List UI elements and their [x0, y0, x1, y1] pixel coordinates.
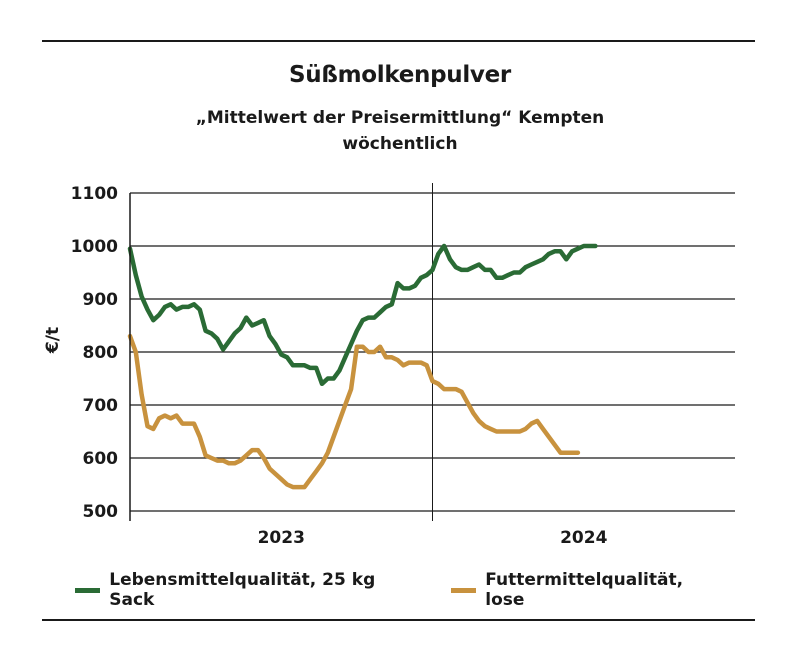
chart-title: Süßmolkenpulver — [289, 62, 511, 88]
x-year-label-2024: 2024 — [560, 528, 607, 548]
legend: Lebensmittelqualität, 25 kg Sack Futterm… — [75, 570, 755, 610]
legend-label-futtermittel: Futtermittelqualität, lose — [485, 570, 684, 610]
axes: 1100 1000 900 800 700 600 500 2023 2024 — [71, 184, 608, 548]
y-axis-label: €/t — [43, 327, 63, 354]
y-tick-label-500: 500 — [83, 502, 119, 522]
legend-swatch-lebensmittel — [75, 587, 101, 593]
series-line-1 — [127, 333, 581, 490]
top-rule — [42, 40, 755, 42]
legend-item-futtermittel: Futtermittelqualität, lose — [451, 570, 721, 610]
series-line-0 — [127, 243, 598, 387]
series-lines — [127, 243, 598, 490]
chart-subtitle-line1: „Mittelwert der Preisermittlung“ Kempten — [195, 108, 605, 128]
y-tick-label-700: 700 — [83, 396, 119, 416]
legend-swatch-futtermittel — [451, 587, 477, 593]
y-tick-label-1100: 1100 — [71, 184, 118, 204]
grid — [130, 183, 735, 521]
y-tick-label-1000: 1000 — [71, 237, 118, 257]
y-tick-label-600: 600 — [83, 449, 119, 469]
y-tick-label-900: 900 — [83, 290, 119, 310]
x-year-label-2023: 2023 — [258, 528, 305, 548]
legend-item-lebensmittel: Lebensmittelqualität, 25 kg Sack — [75, 570, 417, 610]
y-tick-label-800: 800 — [83, 343, 119, 363]
bottom-rule — [42, 619, 755, 621]
chart-subtitle-line2: wöchentlich — [342, 134, 458, 154]
legend-label-lebensmittel: Lebensmittelqualität, 25 kg Sack — [109, 570, 376, 610]
